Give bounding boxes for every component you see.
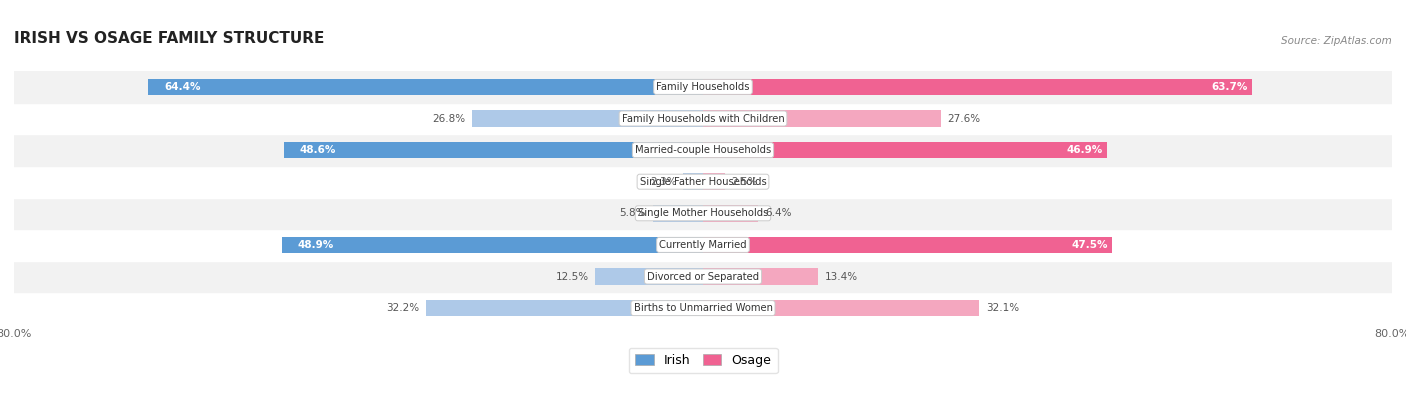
Text: Family Households: Family Households — [657, 82, 749, 92]
Text: 64.4%: 64.4% — [165, 82, 201, 92]
Bar — [472, 110, 703, 127]
Bar — [703, 142, 1107, 158]
Bar — [703, 173, 724, 190]
Text: Source: ZipAtlas.com: Source: ZipAtlas.com — [1281, 36, 1392, 46]
Text: Family Households with Children: Family Households with Children — [621, 113, 785, 124]
Bar — [0, 292, 1406, 324]
Bar — [703, 268, 818, 285]
Bar — [0, 134, 1406, 166]
Bar — [0, 71, 1406, 103]
Text: Divorced or Separated: Divorced or Separated — [647, 271, 759, 282]
Text: 5.8%: 5.8% — [620, 208, 647, 218]
Text: 2.3%: 2.3% — [650, 177, 676, 187]
Bar — [703, 79, 1251, 95]
Text: 32.2%: 32.2% — [385, 303, 419, 313]
Text: 26.8%: 26.8% — [432, 113, 465, 124]
Bar — [703, 300, 980, 316]
Bar — [426, 300, 703, 316]
Bar — [0, 103, 1406, 134]
Text: 48.6%: 48.6% — [299, 145, 336, 155]
Bar — [284, 142, 703, 158]
Text: 27.6%: 27.6% — [948, 113, 981, 124]
Text: IRISH VS OSAGE FAMILY STRUCTURE: IRISH VS OSAGE FAMILY STRUCTURE — [14, 31, 325, 46]
Text: Single Father Households: Single Father Households — [640, 177, 766, 187]
Bar — [281, 237, 703, 253]
Text: Married-couple Households: Married-couple Households — [636, 145, 770, 155]
Text: Currently Married: Currently Married — [659, 240, 747, 250]
Bar — [149, 79, 703, 95]
Text: Single Mother Households: Single Mother Households — [638, 208, 768, 218]
Text: 48.9%: 48.9% — [298, 240, 333, 250]
Bar — [595, 268, 703, 285]
Text: 6.4%: 6.4% — [765, 208, 792, 218]
Bar — [703, 110, 941, 127]
Text: 46.9%: 46.9% — [1066, 145, 1102, 155]
Bar — [652, 205, 703, 222]
Legend: Irish, Osage: Irish, Osage — [628, 348, 778, 373]
Text: 13.4%: 13.4% — [825, 271, 859, 282]
Text: 32.1%: 32.1% — [987, 303, 1019, 313]
Bar — [683, 173, 703, 190]
Text: Births to Unmarried Women: Births to Unmarried Women — [634, 303, 772, 313]
Text: 80.0%: 80.0% — [0, 329, 32, 339]
Bar — [0, 166, 1406, 198]
Bar — [703, 205, 758, 222]
Bar — [0, 261, 1406, 292]
Bar — [0, 198, 1406, 229]
Bar — [703, 237, 1112, 253]
Text: 2.5%: 2.5% — [731, 177, 758, 187]
Text: 80.0%: 80.0% — [1374, 329, 1406, 339]
Text: 63.7%: 63.7% — [1211, 82, 1247, 92]
Bar — [0, 229, 1406, 261]
Text: 47.5%: 47.5% — [1071, 240, 1108, 250]
Text: 12.5%: 12.5% — [555, 271, 589, 282]
